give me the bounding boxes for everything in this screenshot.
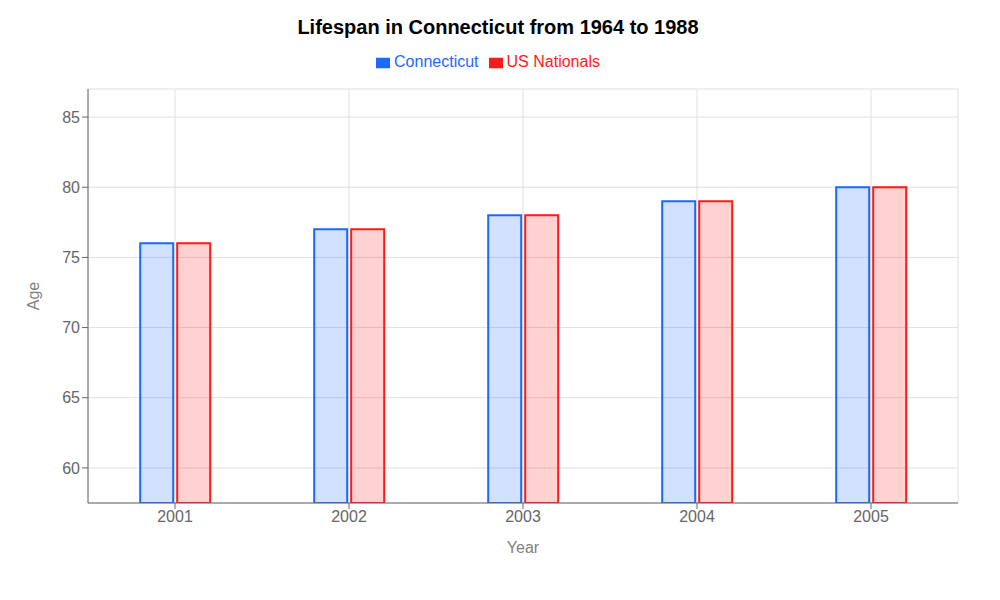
svg-text:2005: 2005 bbox=[853, 508, 889, 525]
svg-text:75: 75 bbox=[62, 249, 80, 266]
svg-text:70: 70 bbox=[62, 319, 80, 336]
svg-text:2004: 2004 bbox=[679, 508, 715, 525]
svg-text:Age: Age bbox=[25, 282, 42, 311]
svg-text:80: 80 bbox=[62, 179, 80, 196]
html-text:Connecticut: Connecticut bbox=[394, 53, 479, 70]
svg-text:2003: 2003 bbox=[505, 508, 541, 525]
svg-text:65: 65 bbox=[62, 389, 80, 406]
html-text:Lifespan in Connecticut from 1: Lifespan in Connecticut from 1964 to 198… bbox=[297, 16, 699, 38]
svg-text:Year: Year bbox=[507, 539, 540, 556]
svg-text:60: 60 bbox=[62, 460, 80, 477]
svg-text:85: 85 bbox=[62, 109, 80, 126]
svg-text:2001: 2001 bbox=[157, 508, 193, 525]
html-text:US Nationals: US Nationals bbox=[506, 53, 600, 70]
svg-text:2002: 2002 bbox=[331, 508, 367, 525]
